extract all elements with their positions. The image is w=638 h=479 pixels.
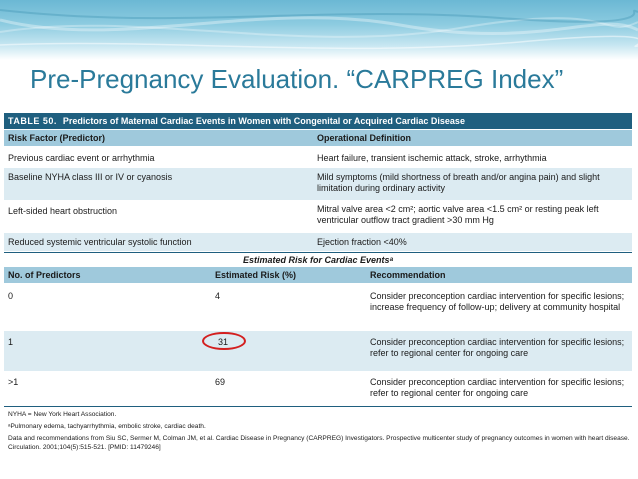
header-operational-definition: Operational Definition (317, 133, 412, 143)
table-row: 1 31 Consider preconception cardiac inte… (4, 331, 632, 371)
table-row: Baseline NYHA class III or IV or cyanosi… (4, 168, 632, 200)
predictor-definition: Mild symptoms (mild shortness of breath … (317, 172, 600, 193)
table-row: Reduced systemic ventricular systolic fu… (4, 233, 632, 251)
table-caption: TABLE 50. Predictors of Maternal Cardiac … (4, 113, 632, 129)
predictor-factor: Left-sided heart obstruction (8, 206, 118, 216)
predictor-header-row: Risk Factor (Predictor) Operational Defi… (4, 130, 632, 146)
table-caption-text: Predictors of Maternal Cardiac Events in… (62, 116, 465, 126)
table-row: Previous cardiac event or arrhythmia Hea… (4, 148, 632, 168)
table-row: >1 69 Consider preconception cardiac int… (4, 371, 632, 406)
wave-pattern-graphic (0, 9, 638, 50)
decorative-header-band (0, 0, 638, 60)
table-footnotes: NYHA = New York Heart Association. ᵃPulm… (4, 406, 632, 477)
estimated-risk-title: Estimated Risk for Cardiac Eventsᵃ (4, 252, 632, 268)
table-number: TABLE 50. (8, 116, 57, 126)
highlight-circle (202, 332, 246, 350)
header-estimated-risk: Estimated Risk (%) (215, 270, 297, 280)
risk-value: 4 (215, 291, 221, 301)
risk-header-row: No. of Predictors Estimated Risk (%) Rec… (4, 267, 632, 283)
header-recommendation: Recommendation (370, 270, 446, 280)
predictor-factor: Reduced systemic ventricular systolic fu… (8, 237, 192, 247)
predictor-count: >1 (8, 377, 19, 387)
risk-value: 69 (215, 377, 226, 387)
table-row: Left-sided heart obstruction Mitral valv… (4, 200, 632, 233)
predictor-count: 1 (8, 337, 14, 347)
predictor-definition: Heart failure, transient ischemic attack… (317, 153, 547, 163)
footnote-events: ᵃPulmonary edema, tachyarrhythmia, embol… (8, 423, 206, 430)
carpreg-table: TABLE 50. Predictors of Maternal Cardiac … (4, 113, 632, 477)
recommendation-text: Consider preconception cardiac intervent… (370, 337, 625, 358)
header-no-of-predictors: No. of Predictors (8, 270, 81, 280)
header-risk-factor: Risk Factor (Predictor) (8, 133, 106, 143)
predictor-factor: Baseline NYHA class III or IV or cyanosi… (8, 172, 173, 182)
recommendation-text: Consider preconception cardiac intervent… (370, 377, 625, 398)
recommendation-text: Consider preconception cardiac intervent… (370, 291, 625, 312)
footnote-abbreviation: NYHA = New York Heart Association. (8, 411, 117, 418)
predictor-definition: Mitral valve area <2 cm²; aortic valve a… (317, 204, 599, 225)
footnote-source: Data and recommendations from Siu SC, Se… (8, 435, 630, 451)
slide-title: Pre-Pregnancy Evaluation. “CARPREG Index… (30, 64, 564, 94)
table-row: 0 4 Consider preconception cardiac inter… (4, 285, 632, 331)
predictor-factor: Previous cardiac event or arrhythmia (8, 153, 155, 163)
predictor-definition: Ejection fraction <40% (317, 237, 407, 247)
predictor-count: 0 (8, 291, 14, 301)
